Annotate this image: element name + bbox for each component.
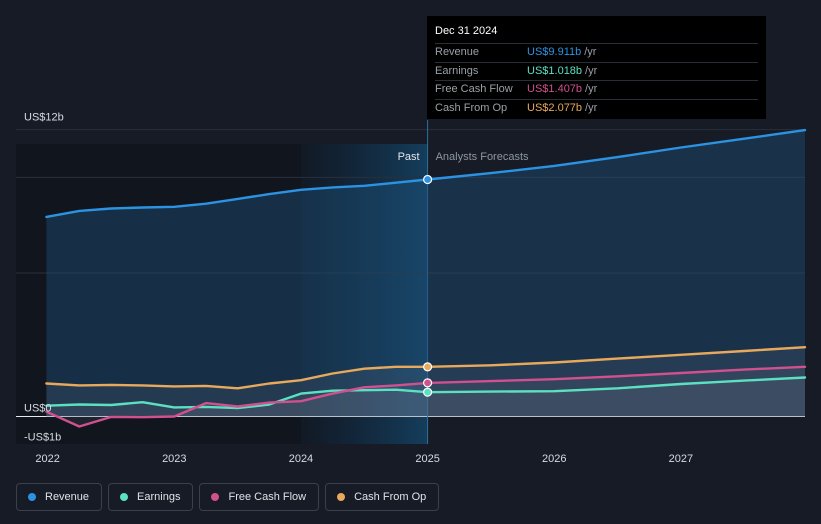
tooltip-row-label: Cash From Op [435,101,508,114]
x-tick-label: 2024 [289,453,313,465]
tooltip-row-value: US$1.018b [527,64,583,77]
earnings-marker [422,387,433,397]
legend-dot-icon [120,493,129,501]
legend-item-earnings[interactable]: Earnings [108,483,194,511]
cash-from-op-line [45,346,807,390]
legend: Revenue Earnings Free Cash Flow Cash From O… [16,483,440,511]
tooltip-row-value: US$2.077b [527,101,583,114]
free-cash-flow-marker [422,378,433,388]
past-label: Past [398,151,420,163]
x-tick-label: 2027 [669,453,693,465]
free-cash-flow-line [45,365,807,428]
tooltip-row-unit: /yr [585,83,598,95]
tooltip-row-unit: /yr [585,101,598,114]
recent-year-band [300,144,428,444]
tooltip-row: Earnings US$1.018b/yr [435,61,758,81]
y-tick-label: US$0 [24,403,52,415]
tooltip-row: Cash From Op US$2.077b/yr [435,98,758,118]
legend-dot-icon [28,493,36,501]
legend-dot-icon [211,493,220,501]
tooltip-row-unit: /yr [584,46,597,58]
earnings-line [45,376,807,410]
legend-label: Cash From Op [354,491,427,503]
cash-from-op-marker [422,362,433,372]
earnings-area [46,377,805,417]
tooltip: Dec 31 2024 Revenue US$9.911b/yr Earnings U… [427,16,766,119]
free-cash-flow-area [46,366,805,427]
legend-item-revenue[interactable]: Revenue [16,483,103,511]
legend-label: Earnings [137,491,181,503]
x-tick-label: 2025 [415,453,439,465]
legend-label: Revenue [45,491,90,503]
x-tick-label: 2023 [162,453,186,465]
legend-item-free-cash-flow[interactable]: Free Cash Flow [199,483,320,511]
tooltip-row-label: Free Cash Flow [435,83,513,95]
legend-dot-icon [337,493,346,501]
tooltip-row: Free Cash Flow US$1.407b/yr [435,80,758,99]
tooltip-row-unit: /yr [585,64,598,77]
legend-label: Free Cash Flow [228,491,307,503]
legend-item-cash-from-op[interactable]: Cash From Op [325,483,440,511]
y-tick-label: -US$1b [24,431,61,443]
x-tick-label: 2022 [35,453,59,465]
y-tick-label: US$12b [24,112,64,124]
x-tick-label: 2026 [542,453,566,465]
tooltip-row-label: Earnings [435,64,479,77]
tooltip-row: Revenue US$9.911b/yr [435,43,758,62]
tooltip-row-label: Revenue [435,46,480,58]
tooltip-date: Dec 31 2024 [435,25,498,37]
revenue-line [45,128,807,219]
revenue-marker [422,174,433,185]
tooltip-row-value: US$9.911b [527,46,582,58]
revenue-area [46,130,805,417]
tooltip-row-value: US$1.407b [527,83,583,95]
forecast-label: Analysts Forecasts [436,151,529,163]
